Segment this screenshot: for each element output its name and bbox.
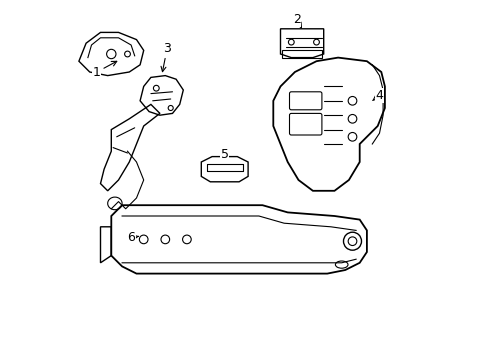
- Text: 5: 5: [220, 148, 228, 161]
- Text: 2: 2: [292, 13, 301, 28]
- Text: 1: 1: [93, 61, 117, 78]
- Text: 4: 4: [372, 89, 383, 102]
- Text: 6: 6: [127, 231, 138, 244]
- Text: 3: 3: [161, 42, 171, 72]
